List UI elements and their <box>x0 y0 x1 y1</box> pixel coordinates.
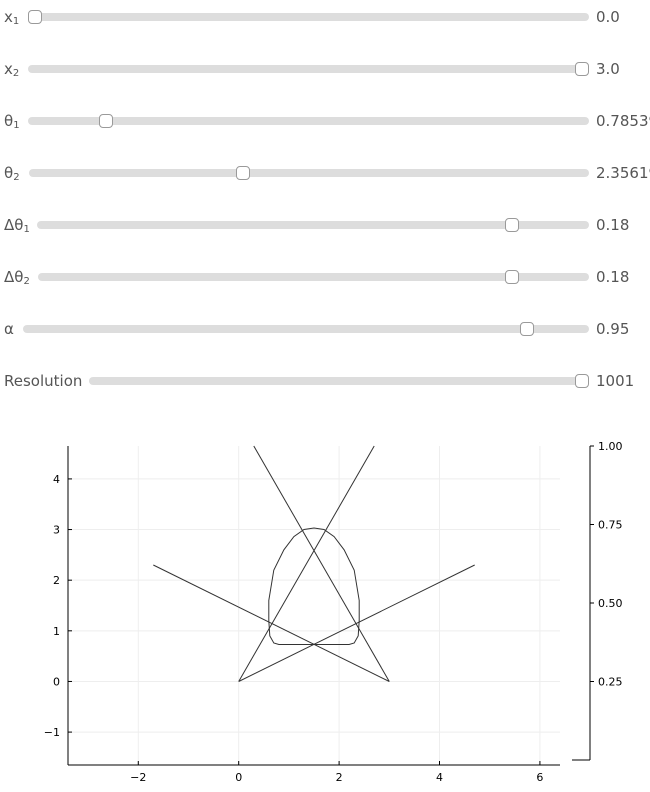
series-line <box>268 527 360 645</box>
slider-thumb[interactable] <box>99 114 114 128</box>
colorbar-tick-label: 1.00 <box>598 440 623 453</box>
colorbar-tick-label: 0.75 <box>598 519 623 532</box>
slider-value: 1001 <box>596 372 635 390</box>
slider-row: x1 0.0 <box>0 4 650 30</box>
slider-thumb[interactable] <box>505 218 520 232</box>
slider-row: Resolution 1001 <box>0 368 650 394</box>
slider-subscript: 1 <box>13 120 20 131</box>
slider-row: θ2 2.356194 <box>0 160 650 186</box>
slider-value: 0.95 <box>596 320 630 338</box>
slider-track[interactable] <box>38 273 589 281</box>
slider-row: x2 3.0 <box>0 56 650 82</box>
colorbar-tick-label: 0.25 <box>598 676 623 689</box>
x-tick-label: 4 <box>436 771 443 784</box>
slider-value: 2.356194 <box>596 164 650 182</box>
series-line <box>253 445 390 682</box>
slider-track[interactable] <box>29 169 589 177</box>
slider-row: Δθ2 0.18 <box>0 264 650 290</box>
x-tick-label: 0 <box>235 771 242 784</box>
slider-track[interactable] <box>28 13 589 21</box>
x-tick-label: 6 <box>536 771 543 784</box>
series-line <box>238 564 475 682</box>
y-tick-label: 4 <box>53 473 60 486</box>
slider-label: Δθ1 <box>4 212 30 238</box>
slider-thumb[interactable] <box>575 374 589 388</box>
slider-thumb[interactable] <box>236 166 251 180</box>
series-line <box>153 564 390 682</box>
x-tick-label: 2 <box>336 771 343 784</box>
x-tick-label: −2 <box>130 771 146 784</box>
plot: −2 0 2 4 6 −1 0 1 2 3 4 0.25 0.50 0.75 1.00 <box>44 440 623 784</box>
slider-label: Resolution <box>4 368 82 394</box>
series-line <box>238 445 375 682</box>
slider-label: Δθ2 <box>4 264 30 290</box>
slider-name: θ <box>4 164 14 182</box>
colorbar-tick-label: 0.50 <box>598 597 623 610</box>
slider-value: 0.18 <box>596 268 630 286</box>
y-tick-label: 0 <box>53 675 60 688</box>
slider-name: x <box>4 60 13 78</box>
slider-row: Δθ1 0.18 <box>0 212 650 238</box>
slider-label: θ1 <box>4 108 20 134</box>
slider-name: θ <box>4 112 14 130</box>
y-tick-label: −1 <box>44 726 60 739</box>
slider-track[interactable] <box>89 377 589 385</box>
slider-thumb[interactable] <box>28 10 42 24</box>
slider-track[interactable] <box>28 117 589 125</box>
slider-name: Δθ <box>4 268 24 286</box>
slider-track[interactable] <box>23 325 589 333</box>
slider-name: x <box>4 8 13 26</box>
slider-name: Δθ <box>4 216 24 234</box>
slider-track[interactable] <box>28 65 589 73</box>
slider-label: θ2 <box>4 160 20 186</box>
slider-name: Resolution <box>4 372 83 390</box>
slider-thumb[interactable] <box>575 62 589 76</box>
slider-row: θ1 0.785398 <box>0 108 650 134</box>
y-tick-label: 2 <box>53 574 60 587</box>
slider-label: x2 <box>4 56 19 82</box>
slider-subscript: 1 <box>23 224 30 235</box>
y-tick-label: 3 <box>53 524 60 537</box>
slider-row: α 0.95 <box>0 316 650 342</box>
slider-name: α <box>4 320 14 338</box>
slider-thumb[interactable] <box>519 322 534 336</box>
slider-label: x1 <box>4 4 19 30</box>
slider-value: 3.0 <box>596 60 620 78</box>
slider-track[interactable] <box>37 221 589 229</box>
slider-subscript: 1 <box>12 16 20 27</box>
slider-label: α <box>4 316 14 342</box>
slider-value: 0.0 <box>596 8 620 26</box>
slider-subscript: 2 <box>13 172 20 183</box>
slider-thumb[interactable] <box>505 270 520 284</box>
slider-subscript: 2 <box>23 276 30 287</box>
slider-value: 0.785398 <box>596 112 650 130</box>
slider-subscript: 2 <box>12 68 20 79</box>
slider-value: 0.18 <box>596 216 630 234</box>
y-tick-label: 1 <box>53 625 60 638</box>
